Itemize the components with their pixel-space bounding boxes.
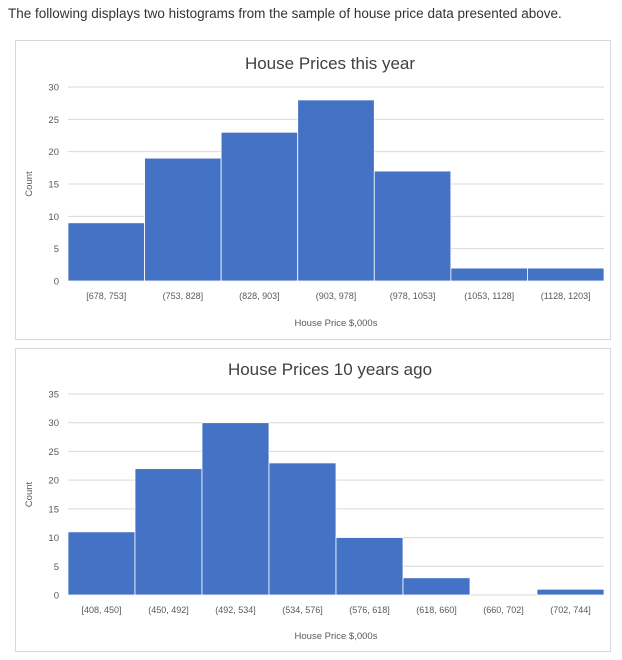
chart-panel-this-year: House Prices this year 0 5 10 15 20 25 30 [678, … — [15, 40, 611, 340]
y-tick-label: 20 — [48, 476, 59, 487]
y-tick-label: 10 — [48, 212, 59, 223]
histogram-bar — [297, 99, 375, 282]
y-tick-label: 30 — [48, 83, 59, 94]
y-axis-label: Count — [24, 481, 35, 507]
y-tick-label: 35 — [48, 390, 59, 401]
x-tick-label: (576, 618] — [349, 605, 390, 615]
x-tick-label: (660, 702] — [483, 605, 524, 615]
y-tick-label: 10 — [48, 533, 59, 544]
histogram-bar — [402, 577, 471, 596]
x-axis-label: House Price $,000s — [295, 631, 378, 642]
x-tick-label: (450, 492] — [148, 605, 189, 615]
x-tick-label: (753, 828] — [163, 291, 204, 301]
intro-text: The following displays two histograms fr… — [8, 6, 562, 21]
histogram-bar — [335, 537, 404, 596]
x-tick-label: (702, 744] — [550, 605, 591, 615]
histogram-bar — [67, 222, 145, 282]
y-tick-label: 20 — [48, 147, 59, 158]
histogram-bar — [134, 468, 203, 596]
y-tick-label: 25 — [48, 115, 59, 126]
x-tick-label: (492, 534] — [215, 605, 256, 615]
y-tick-label: 15 — [48, 180, 59, 191]
y-tick-label: 25 — [48, 447, 59, 458]
chart-panel-10-years-ago: House Prices 10 years ago 0 5 10 15 20 25 30 35 [… — [15, 348, 611, 652]
histogram-bar — [536, 588, 605, 596]
histogram-10-years-ago: House Prices 10 years ago 0 5 10 15 20 25 30 35 [… — [24, 360, 605, 642]
y-tick-label: 0 — [54, 277, 59, 288]
y-tick-label: 15 — [48, 504, 59, 515]
y-axis-label: Count — [24, 171, 35, 197]
chart-title: House Prices 10 years ago — [228, 360, 432, 379]
histogram-bar — [67, 531, 136, 596]
y-tick-label: 30 — [48, 418, 59, 429]
histogram-bar — [144, 157, 222, 282]
histogram-bar — [373, 170, 452, 282]
x-tick-label: [408, 450] — [81, 605, 121, 615]
histogram-bar — [201, 422, 270, 596]
histogram-bar — [220, 131, 299, 282]
x-tick-label: (903, 978] — [316, 291, 357, 301]
x-tick-label: (618, 660] — [416, 605, 457, 615]
x-tick-label: (534, 576] — [282, 605, 323, 615]
y-tick-label: 5 — [54, 562, 59, 573]
x-tick-label: (1053, 1128] — [464, 291, 514, 301]
x-tick-label: (978, 1053] — [390, 291, 436, 301]
x-axis-label: House Price $,000s — [295, 318, 378, 329]
chart-title: House Prices this year — [245, 54, 415, 73]
histogram-bar — [450, 267, 528, 282]
x-tick-label: (828, 903] — [239, 291, 280, 301]
x-tick-label: [678, 753] — [86, 291, 126, 301]
histogram-this-year: House Prices this year 0 5 10 15 20 25 30 [678, … — [24, 54, 605, 329]
y-tick-label: 5 — [54, 244, 59, 255]
x-tick-label: (1128, 1203] — [541, 291, 591, 301]
histogram-bar — [527, 267, 605, 282]
histogram-bar — [268, 462, 337, 596]
y-tick-label: 0 — [54, 591, 59, 602]
